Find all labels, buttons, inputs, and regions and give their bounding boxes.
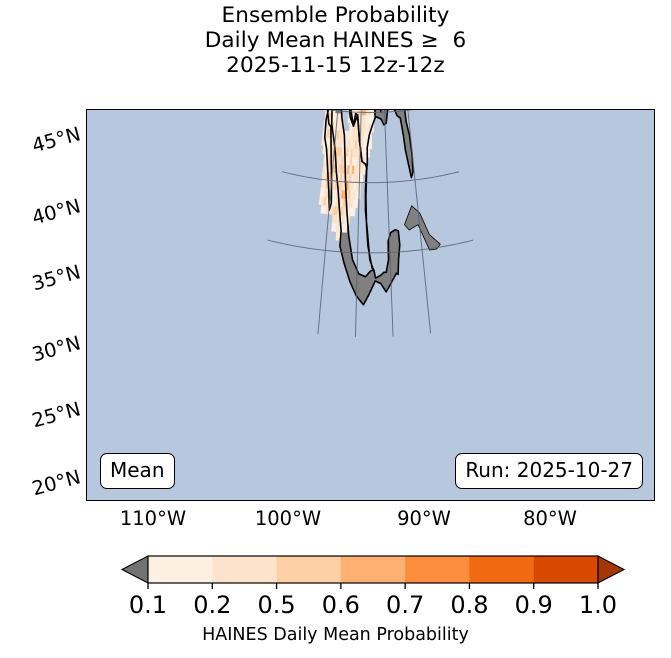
colorbar-segment-1: [212, 556, 277, 583]
probability-cell: [365, 115, 368, 124]
colorbar-segment-5: [469, 556, 535, 583]
probability-cell: [363, 123, 366, 133]
gridline-meridian: [317, 110, 339, 335]
gridline-meridian: [383, 110, 394, 337]
colorbar-over-arrow: [597, 555, 626, 584]
coastline-layer: [323, 110, 414, 306]
lon-tick-label-110w: 110°W: [119, 507, 187, 530]
probability-cell: [367, 115, 370, 124]
lon-tick-label-80w: 80°W: [523, 507, 577, 530]
probability-cell: [369, 115, 372, 124]
colorbar-segment-0: [148, 556, 213, 583]
probability-cell: [363, 131, 366, 141]
probability-cell: [356, 148, 360, 158]
title-line-3: 2025-11-15 12z-12z: [226, 52, 445, 78]
colorbar-segment-3: [340, 556, 406, 583]
probability-cell: [367, 123, 370, 133]
map-canvas: [87, 110, 654, 500]
colorbar: HAINES Daily Mean Probability 0.1 0.2 0.5 0…: [0, 552, 671, 658]
chart-title: Ensemble Probability Daily Mean HAINES ≥…: [0, 3, 671, 79]
colorbar-tick-label-4: 0.7: [386, 591, 425, 619]
colorbar-axis-label: HAINES Daily Mean Probability: [202, 625, 469, 645]
probability-cell: [363, 140, 366, 150]
title-line-2: Daily Mean HAINES ≥ 6: [204, 27, 467, 53]
colorbar-tick-label-2: 0.5: [257, 591, 296, 619]
colorbar-tick-label-0: 0.1: [128, 591, 168, 619]
probability-cell: [365, 123, 368, 133]
lon-tick-label-100w: 100°W: [254, 507, 322, 530]
probability-cell: [363, 115, 367, 124]
land-layer: [324, 110, 441, 305]
gridline-meridian: [354, 110, 362, 337]
probability-cell: [355, 182, 359, 192]
colorbar-tick-label-5: 0.8: [450, 591, 489, 619]
colorbar-tick-label-6: 0.9: [514, 591, 553, 619]
lat-tick-label-30n: 30°N: [29, 331, 83, 367]
colorbar-tick-label-7: 1.0: [578, 591, 618, 619]
probability-cell: [361, 123, 364, 133]
cuba-landmass: [404, 205, 441, 251]
colorbar-outline: [147, 555, 599, 584]
colorbar-segment-4: [405, 556, 470, 583]
coastline-outline: [323, 110, 414, 306]
probability-cell: [360, 165, 364, 175]
probability-cell: [369, 140, 372, 150]
gridline-parallel: [327, 110, 414, 113]
probability-cell: [352, 207, 356, 217]
probability-cell: [365, 131, 368, 141]
colorbar-tick-label-1: 0.2: [193, 591, 232, 619]
ocean-background: [87, 110, 654, 500]
probability-cell: [362, 165, 366, 175]
probability-cell: [343, 223, 348, 233]
lat-tick-label-40n: 40°N: [29, 194, 83, 230]
probability-cell: [352, 190, 356, 200]
probability-cell: [356, 156, 360, 166]
probability-cell: [355, 173, 359, 183]
map-annotation-mean: Mean: [100, 453, 175, 489]
gridline-parallel: [282, 171, 459, 184]
north-america-landmass: [324, 110, 414, 305]
probability-cell: [354, 156, 357, 166]
lat-tick-label-45n: 45°N: [29, 122, 83, 158]
probability-cell: [361, 140, 364, 150]
colorbar-segment-2: [276, 556, 342, 583]
lon-tick-label-90w: 90°W: [397, 507, 451, 530]
probability-cell: [354, 199, 358, 208]
map-plot-area: Mean Run: 2025-10-27: [86, 109, 655, 501]
title-line-1: Ensemble Probability: [221, 3, 450, 28]
colorbar-tick-label-3: 0.6: [321, 591, 360, 619]
gridline-parallel: [267, 239, 474, 254]
probability-cell: [360, 173, 364, 183]
probability-cell: [363, 148, 366, 158]
colorbar-under-arrow: [120, 555, 149, 584]
lat-tick-label-35n: 35°N: [29, 260, 83, 296]
lat-tick-label-20n: 20°N: [29, 465, 83, 501]
gridline-meridian: [407, 110, 432, 334]
colorbar-gradient: [120, 555, 626, 589]
gridlines-layer: [267, 110, 474, 337]
map-annotation-run: Run: 2025-10-27: [455, 453, 643, 489]
lat-tick-label-25n: 25°N: [29, 397, 83, 433]
colorbar-segment-6: [533, 556, 599, 583]
us-mexico-border: [350, 110, 368, 170]
